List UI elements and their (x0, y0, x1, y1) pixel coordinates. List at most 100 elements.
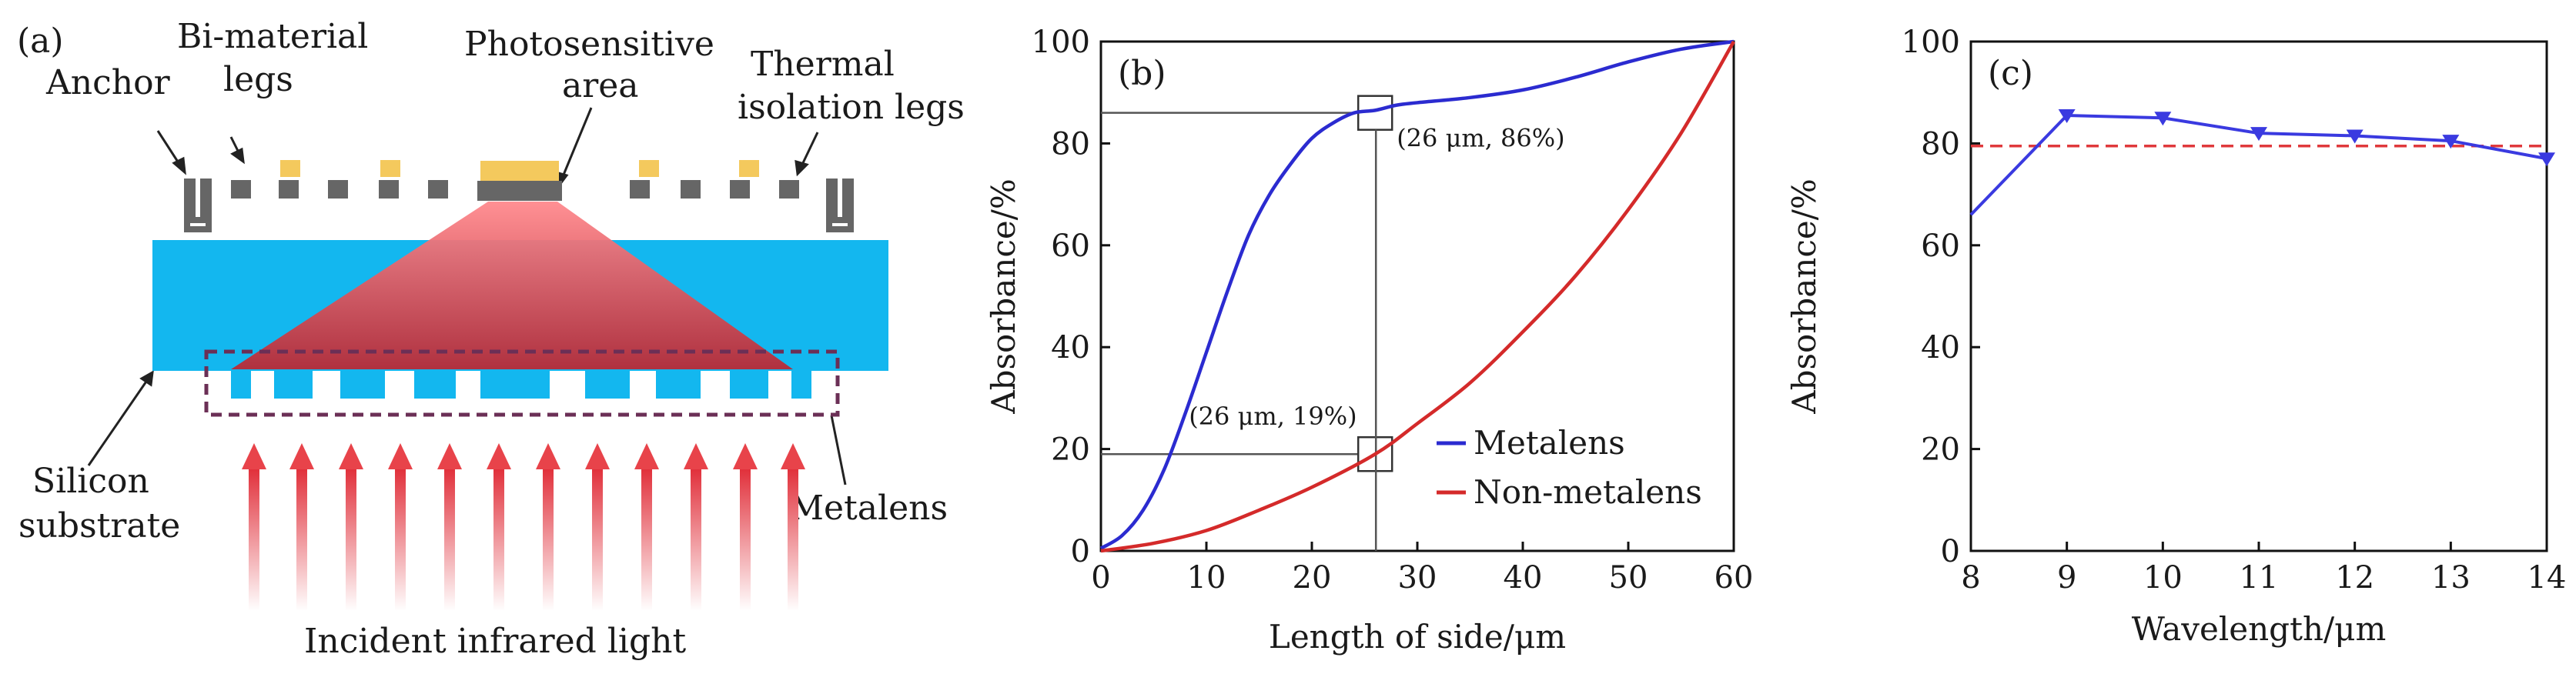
chart-c-ytick-label: 100 (1902, 25, 1960, 60)
chart-b-xtick-label: 10 (1187, 560, 1226, 596)
leader-arrows (87, 107, 847, 485)
incident-arrow-shaft (543, 465, 554, 611)
incident-arrow-head (634, 443, 659, 469)
incident-arrow-head (388, 443, 413, 469)
incident-arrow-head (733, 443, 758, 469)
photosensitive-arrow (560, 107, 593, 179)
chart-c-xtick-label: 8 (1961, 560, 1980, 596)
incident-arrow-shaft (395, 465, 406, 611)
chart-b-xlabel: Length of side/μm (1269, 618, 1566, 656)
incident-arrow-head (684, 443, 708, 469)
incident-arrow-shaft (296, 465, 307, 611)
bimaterial-gold-legs (280, 160, 759, 177)
chart-b-ticks: 0 10 20 30 40 50 60 0 20 40 60 80 100 (1032, 25, 1754, 596)
data-point-marker (2058, 108, 2076, 123)
metalens-pillar (274, 371, 313, 399)
isolation-leg (328, 180, 348, 199)
thermal-arrow (799, 132, 819, 168)
callout-19: (26 μm, 19%) (1189, 402, 1357, 431)
data-point-marker (2154, 112, 2172, 126)
bimaterial-arrow-head (230, 147, 245, 165)
isolation-leg (630, 180, 650, 199)
chart-c-ticks: 8 9 10 11 12 13 14 0 20 40 60 80 100 (1902, 25, 2567, 596)
isolation-leg (231, 180, 251, 199)
data-point-marker (2346, 129, 2364, 144)
photosensitive-label-line2: area (562, 66, 639, 105)
silicon-label-line2: substrate (18, 506, 180, 546)
incident-arrows (242, 443, 805, 611)
incident-arrow-shaft (493, 465, 504, 611)
isolation-legs (231, 180, 799, 199)
chart-c-ytick-label: 0 (1941, 534, 1960, 569)
chart-c-ytick-label: 60 (1921, 229, 1960, 264)
chart-c-ytick-label: 20 (1921, 432, 1960, 468)
chart-c-ytick-label: 80 (1921, 126, 1960, 162)
silicon-arrow-head (139, 370, 154, 387)
chart-c-ytick-label: 40 (1921, 330, 1960, 365)
bimaterial-gold-leg (639, 160, 659, 177)
isolation-leg (428, 180, 448, 199)
chart-b-xtick-label: 0 (1091, 560, 1110, 596)
incident-arrow-head (585, 443, 610, 469)
metalens-pillar (480, 371, 550, 399)
chart-c-panel-label: (c) (1988, 54, 2033, 93)
chart-b-legend: Metalens Non-metalens (1437, 424, 1702, 511)
chart-b-xtick-label: 50 (1609, 560, 1648, 596)
panel-c-chart: (c) 8 9 10 11 12 13 14 0 20 40 60 80 100 Wavelength/… (1785, 25, 2566, 648)
metalens-pillar (414, 371, 456, 399)
incident-arrow-shaft (740, 465, 751, 611)
bimaterial-label-line2: legs (223, 60, 293, 99)
bimaterial-gold-leg (380, 160, 400, 177)
anchor-right (826, 179, 854, 232)
chart-b-guide-lines (1101, 95, 1393, 551)
series-metalens-line (1099, 39, 1735, 550)
isolation-leg (730, 180, 750, 199)
mems-top-structure (184, 160, 854, 232)
chart-b-ylabel: Absorbance/% (985, 179, 1022, 415)
silicon-label-line1: Silicon (32, 462, 149, 501)
chart-b-ytick-label: 60 (1051, 229, 1090, 264)
incident-arrow-head (487, 443, 511, 469)
series-non-metalens-line (1100, 40, 1735, 553)
data-point-marker (2538, 152, 2555, 167)
chart-c-xtick-label: 10 (2143, 560, 2183, 596)
incident-arrow-head (536, 443, 560, 469)
metalens-label: Metalens (789, 489, 948, 528)
incident-arrow-shaft (691, 465, 701, 611)
chart-c-ylabel: Absorbance/% (1785, 179, 1823, 415)
callout-86: (26 μm, 86%) (1397, 124, 1564, 153)
bimaterial-gold-leg (280, 160, 300, 177)
bimaterial-gold-leg (739, 160, 759, 177)
series-markers (2058, 108, 2555, 167)
chart-c-xlabel: Wavelength/μm (2132, 610, 2387, 648)
incident-arrow-head (781, 443, 805, 469)
isolation-leg (681, 180, 701, 199)
focused-beam (231, 202, 793, 369)
metalens-pillar (656, 371, 701, 399)
photosensitive-area (477, 181, 562, 201)
incident-arrow-shaft (788, 465, 798, 611)
chart-b-xtick-label: 60 (1715, 560, 1754, 596)
data-point-marker (2442, 135, 2460, 149)
bimaterial-label-line1: Bi-material (177, 17, 368, 56)
chart-b-xtick-label: 30 (1398, 560, 1437, 596)
panel-a-label: (a) (17, 22, 64, 61)
anchor-left (184, 179, 212, 232)
chart-b-panel-label: (b) (1118, 54, 1166, 93)
chart-c-xtick-label: 12 (2335, 560, 2374, 596)
chart-b-ytick-label: 20 (1051, 432, 1090, 468)
panel-a-schematic: (a) Anchor Bi-material legs Photosensiti… (17, 17, 965, 661)
metalens-pillar (730, 371, 768, 399)
metalens-pillar (585, 371, 630, 399)
metalens-outline (204, 349, 840, 417)
incident-light-label: Incident infrared light (304, 622, 686, 661)
metalens-pillar (340, 371, 385, 399)
anchor-arrow-head (172, 156, 186, 175)
metalens-pillar (231, 371, 251, 399)
isolation-leg (779, 180, 799, 199)
metalens-pillars (231, 371, 811, 399)
chart-b-xtick-label: 20 (1293, 560, 1332, 596)
chart-c-xtick-label: 9 (2057, 560, 2076, 596)
incident-arrow-shaft (641, 465, 652, 611)
